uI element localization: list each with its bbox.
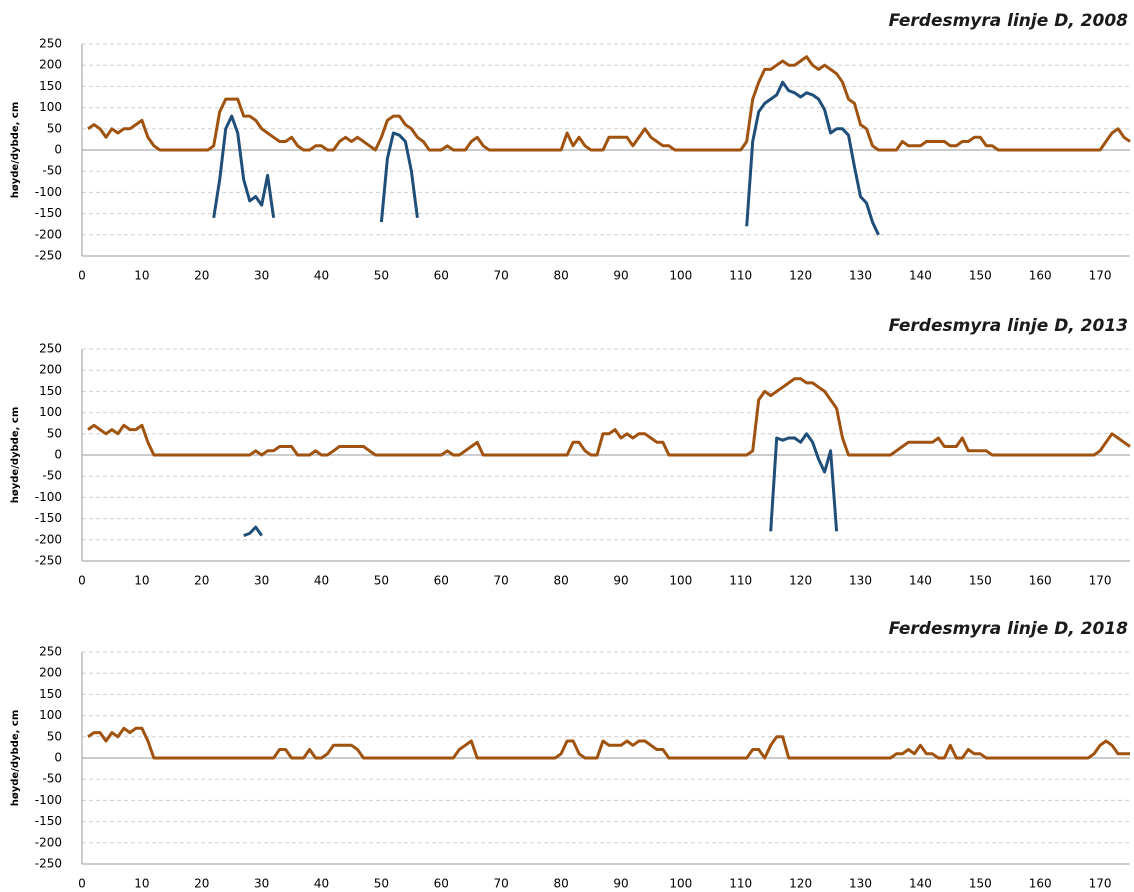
x-tick-label: 60 — [434, 574, 449, 588]
y-tick-label: 0 — [54, 448, 62, 462]
y-axis-label: høyde/dybde, cm — [10, 710, 21, 807]
y-tick-label: 0 — [54, 751, 62, 765]
y-tick-label: 250 — [39, 37, 62, 51]
x-tick-label: 10 — [134, 877, 149, 889]
y-tick-label: -200 — [35, 227, 62, 241]
y-tick-label: -50 — [42, 164, 62, 178]
x-tick-label: 80 — [553, 574, 568, 588]
x-tick-label: 170 — [1089, 877, 1112, 889]
y-tick-label: 50 — [47, 729, 62, 743]
x-tick-label: 150 — [969, 877, 992, 889]
y-tick-label: -150 — [35, 814, 62, 828]
y-tick-label: 150 — [39, 687, 62, 701]
x-tick-label: 70 — [494, 574, 509, 588]
x-tick-label: 130 — [849, 574, 872, 588]
y-tick-label: 0 — [54, 143, 62, 157]
x-tick-label: 30 — [254, 269, 269, 283]
x-tick-label: 130 — [849, 877, 872, 889]
x-tick-label: 140 — [909, 877, 932, 889]
x-tick-label: 50 — [374, 269, 389, 283]
x-tick-label: 50 — [374, 877, 389, 889]
data-line — [87, 377, 1131, 457]
x-tick-label: 160 — [1029, 269, 1052, 283]
x-tick-label: 160 — [1029, 574, 1052, 588]
x-tick-label: 70 — [494, 269, 509, 283]
y-tick-label: -250 — [35, 857, 62, 871]
y-axis-label: høyde/dybde, cm — [10, 102, 21, 199]
chart-title: Ferdesmyra linje D, 2018 — [889, 619, 1129, 639]
x-tick-label: 120 — [789, 574, 812, 588]
x-tick-label: 170 — [1089, 574, 1112, 588]
y-tick-label: 100 — [39, 405, 62, 419]
y-tick-label: 200 — [39, 363, 62, 377]
y-tick-label: 100 — [39, 708, 62, 722]
x-tick-label: 150 — [969, 574, 992, 588]
x-tick-label: 70 — [494, 877, 509, 889]
y-tick-label: 200 — [39, 58, 62, 72]
y-tick-label: -50 — [42, 469, 62, 483]
x-tick-label: 130 — [849, 269, 872, 283]
x-tick-label: 100 — [669, 574, 692, 588]
x-tick-label: 120 — [789, 877, 812, 889]
x-tick-label: 0 — [78, 877, 86, 889]
x-tick-label: 30 — [254, 877, 269, 889]
x-tick-label: 80 — [553, 269, 568, 283]
x-tick-label: 170 — [1089, 269, 1112, 283]
x-tick-label: 90 — [613, 269, 628, 283]
x-tick-label: 10 — [134, 574, 149, 588]
y-tick-label: -200 — [35, 532, 62, 546]
x-tick-label: 140 — [909, 574, 932, 588]
data-line — [87, 726, 1130, 760]
x-tick-label: 90 — [613, 574, 628, 588]
y-tick-label: -50 — [42, 772, 62, 786]
y-tick-label: 150 — [39, 384, 62, 398]
x-tick-label: 100 — [669, 877, 692, 889]
y-tick-label: -250 — [35, 554, 62, 568]
x-tick-label: 30 — [254, 574, 269, 588]
y-tick-label: 100 — [39, 100, 62, 114]
x-tick-label: 140 — [909, 269, 932, 283]
data-line — [212, 80, 880, 236]
x-tick-label: 50 — [374, 574, 389, 588]
y-tick-label: 250 — [39, 645, 62, 659]
x-tick-label: 0 — [78, 574, 86, 588]
chart-title: Ferdesmyra linje D, 2013 — [889, 316, 1128, 336]
x-tick-label: 100 — [669, 269, 692, 283]
x-tick-label: 60 — [434, 269, 449, 283]
y-axis-label: høyde/dybde, cm — [10, 407, 21, 504]
x-tick-label: 80 — [553, 877, 568, 889]
x-tick-label: 40 — [314, 574, 329, 588]
y-tick-label: 250 — [39, 342, 62, 356]
y-tick-label: 50 — [47, 121, 62, 135]
x-tick-label: 110 — [729, 269, 752, 283]
x-tick-label: 20 — [194, 877, 209, 889]
y-tick-label: -150 — [35, 511, 62, 525]
x-tick-label: 20 — [194, 269, 209, 283]
y-tick-label: 200 — [39, 666, 62, 680]
x-tick-label: 20 — [194, 574, 209, 588]
x-tick-label: 120 — [789, 269, 812, 283]
y-tick-label: -200 — [35, 835, 62, 849]
x-tick-label: 0 — [78, 269, 86, 283]
y-tick-label: -100 — [35, 793, 62, 807]
x-tick-label: 110 — [729, 877, 752, 889]
y-tick-label: -250 — [35, 249, 62, 263]
x-tick-label: 160 — [1029, 877, 1052, 889]
x-tick-label: 40 — [314, 877, 329, 889]
x-tick-label: 40 — [314, 269, 329, 283]
y-tick-label: -100 — [35, 490, 62, 504]
x-tick-label: 110 — [729, 574, 752, 588]
x-tick-label: 90 — [613, 877, 628, 889]
x-tick-label: 150 — [969, 269, 992, 283]
chart-title: Ferdesmyra linje D, 2008 — [889, 11, 1129, 31]
x-tick-label: 10 — [134, 269, 149, 283]
data-line — [243, 432, 839, 538]
x-tick-label: 60 — [434, 877, 449, 889]
y-tick-label: -100 — [35, 185, 62, 199]
y-tick-label: -150 — [35, 206, 62, 220]
y-tick-label: 50 — [47, 426, 62, 440]
y-tick-label: 150 — [39, 79, 62, 93]
data-line — [87, 55, 1131, 152]
